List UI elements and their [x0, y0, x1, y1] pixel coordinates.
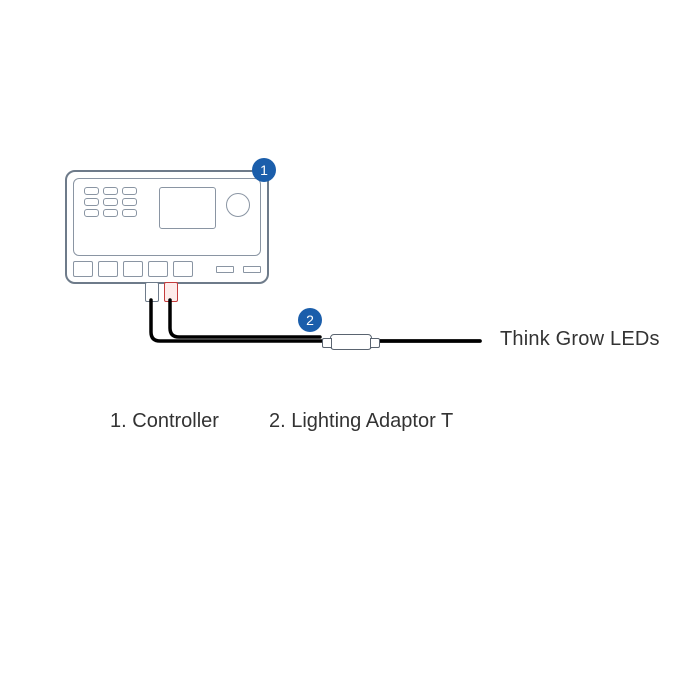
legend-text-1: Controller	[132, 410, 219, 432]
legend: 1. Controller 2. Lighting Adaptor T	[110, 410, 453, 433]
callout-badge-2: 2	[298, 308, 322, 332]
legend-number-1: 1.	[110, 410, 127, 432]
callout-badge-1: 1	[252, 158, 276, 182]
legend-item-2: 2. Lighting Adaptor T	[269, 410, 453, 433]
output-destination-label: Think Grow LEDs	[500, 328, 660, 351]
legend-text-2: Lighting Adaptor T	[291, 410, 453, 432]
legend-number-2: 2.	[269, 410, 286, 432]
diagram-stage: 1 2 Think Grow LEDs 1. Controller 2. Lig…	[0, 0, 700, 700]
legend-item-1: 1. Controller	[110, 410, 219, 433]
lighting-adaptor	[330, 334, 372, 350]
